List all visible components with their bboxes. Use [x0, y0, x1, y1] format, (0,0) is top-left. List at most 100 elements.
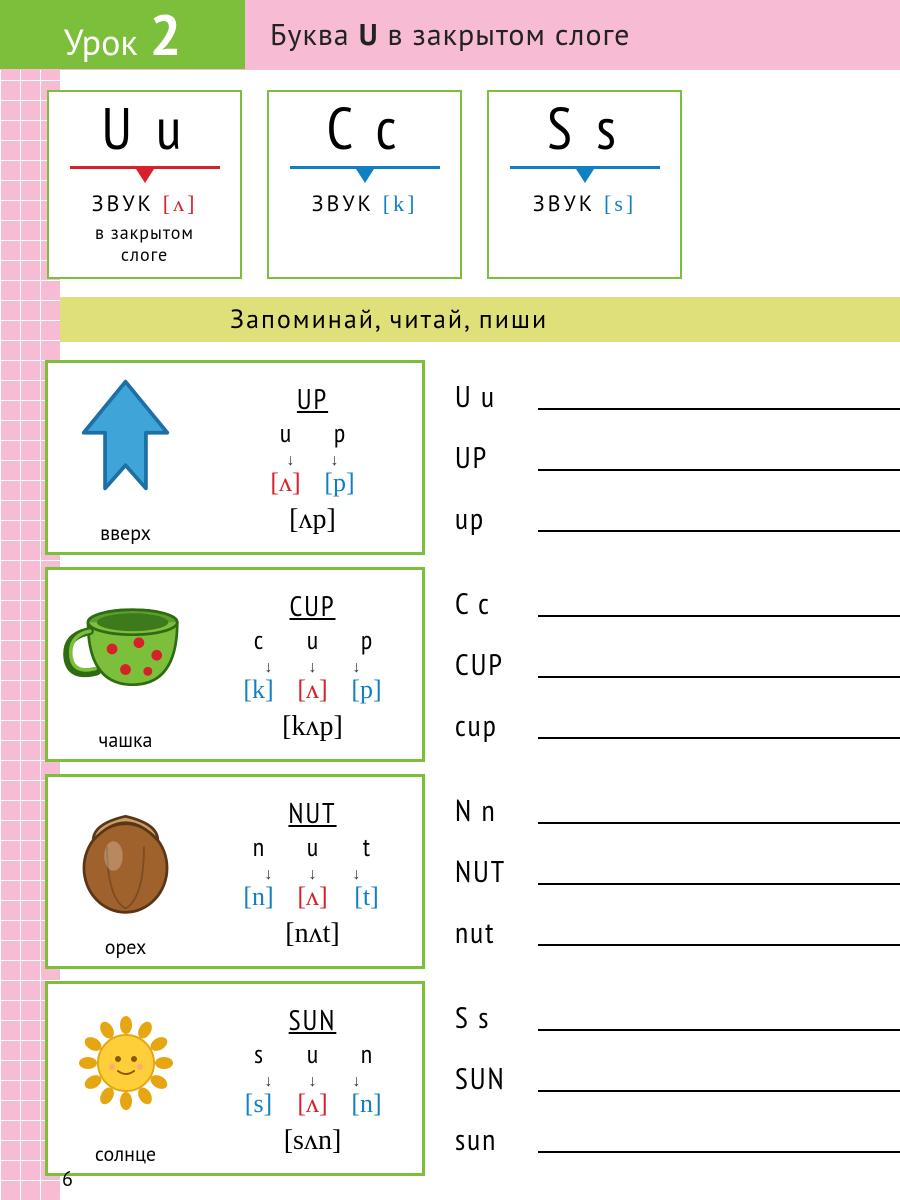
word-upper: UP: [297, 380, 328, 417]
word-breakdown: UP up ↓↓ [ʌ][p] [ʌp]: [203, 363, 422, 552]
letter-card-letters: U u: [59, 100, 230, 158]
page-number: 6: [62, 1166, 73, 1192]
word-row: солнце SUN sun ↓↓↓ [s][ʌ][n] [sʌn] S s S…: [60, 981, 900, 1176]
phonemes-row: [n][ʌ][t]: [241, 882, 385, 912]
letters-row: nut: [241, 831, 385, 864]
writing-line-rule: [538, 944, 900, 946]
writing-line: up: [455, 499, 900, 538]
letters-row: cup: [241, 624, 385, 657]
lesson-badge: Урок 2: [0, 0, 245, 69]
word-picture: вверх: [48, 363, 203, 552]
writing-line: N n: [455, 791, 900, 830]
writing-line-rule: [538, 469, 900, 471]
divider-arrow-icon: [70, 164, 220, 186]
full-transcription: [kʌp]: [282, 711, 343, 743]
letter-card: S s ЗВУК [s]: [487, 90, 682, 279]
writing-lines: U u UP up: [425, 360, 900, 555]
writing-line: nut: [455, 913, 900, 952]
writing-lines: N n NUT nut: [425, 774, 900, 969]
word-upper: NUT: [288, 794, 336, 831]
word-caption: вверх: [100, 520, 151, 546]
writing-line: sun: [455, 1120, 900, 1159]
word-breakdown: NUT nut ↓↓↓ [n][ʌ][t] [nʌt]: [203, 777, 422, 966]
lesson-number: 2: [150, 7, 182, 63]
writing-line-prefix: SUN: [455, 1059, 530, 1098]
arrows-row: ↓↓: [278, 450, 348, 468]
writing-line-prefix: S s: [455, 998, 530, 1037]
writing-line: U u: [455, 377, 900, 416]
cup-icon: [63, 599, 188, 699]
writing-line-rule: [538, 676, 900, 678]
phonemes-row: [s][ʌ][n]: [241, 1089, 385, 1119]
word-upper: SUN: [289, 1001, 337, 1038]
divider-arrow-icon: [510, 164, 660, 186]
arrow-up-icon: [78, 377, 173, 507]
writing-line: S s: [455, 998, 900, 1037]
sound-label: ЗВУК [s]: [499, 190, 670, 218]
letters-row: up: [268, 417, 358, 450]
writing-lines: C c CUP cup: [425, 567, 900, 762]
word-picture: орех: [48, 777, 203, 966]
instruction-banner: Запоминай, читай, пиши: [60, 297, 900, 342]
writing-line-rule: [538, 615, 900, 617]
divider-arrow-icon: [290, 164, 440, 186]
phonemes-row: [k][ʌ][p]: [241, 675, 385, 705]
writing-line-rule: [538, 1029, 900, 1031]
writing-line-rule: [538, 822, 900, 824]
arrows-row: ↓↓↓: [256, 864, 370, 882]
writing-line: UP: [455, 438, 900, 477]
writing-line: C c: [455, 584, 900, 623]
letter-card-note: в закрытомслоге: [59, 222, 230, 265]
nut-icon: [73, 796, 178, 916]
lesson-word: Урок: [64, 18, 138, 65]
word-picture: солнце: [48, 984, 203, 1173]
header: Урок 2 Буква U в закрытом слоге: [0, 0, 900, 70]
sun-icon: [66, 1003, 186, 1123]
letter-cards-row: U u ЗВУК [ʌ] в закрытомслоге C c ЗВУК [k…: [42, 70, 900, 289]
writing-line: cup: [455, 706, 900, 745]
word-picture: чашка: [48, 570, 203, 759]
writing-line-prefix: NUT: [455, 852, 530, 891]
writing-line-rule: [538, 530, 900, 532]
writing-line-prefix: C c: [455, 584, 530, 623]
arrows-row: ↓↓↓: [256, 1071, 370, 1089]
writing-line-prefix: sun: [455, 1120, 530, 1159]
full-transcription: [sʌn]: [284, 1125, 342, 1157]
header-title: Буква U в закрытом слоге: [245, 15, 900, 54]
main-content: U u ЗВУК [ʌ] в закрытомслоге C c ЗВУК [k…: [60, 70, 900, 1188]
writing-line-prefix: nut: [455, 913, 530, 952]
word-caption: орех: [105, 934, 147, 960]
word-caption: чашка: [99, 727, 153, 753]
sound-label: ЗВУК [ʌ]: [59, 190, 230, 218]
word-row: орех NUT nut ↓↓↓ [n][ʌ][t] [nʌt] N n NUT…: [60, 774, 900, 969]
full-transcription: [nʌt]: [285, 918, 339, 950]
word-card: вверх UP up ↓↓ [ʌ][p] [ʌp]: [45, 360, 425, 555]
writing-line-rule: [538, 408, 900, 410]
word-row: вверх UP up ↓↓ [ʌ][p] [ʌp] U u UP up: [60, 360, 900, 555]
letters-row: sun: [241, 1038, 385, 1071]
writing-line-prefix: up: [455, 499, 530, 538]
word-card: чашка CUP cup ↓↓↓ [k][ʌ][p] [kʌp]: [45, 567, 425, 762]
full-transcription: [ʌp]: [289, 504, 336, 536]
letter-card-letters: C c: [279, 100, 450, 158]
word-upper: CUP: [289, 587, 335, 624]
writing-line-prefix: cup: [455, 706, 530, 745]
word-card: орех NUT nut ↓↓↓ [n][ʌ][t] [nʌt]: [45, 774, 425, 969]
letter-card-letters: S s: [499, 100, 670, 158]
word-breakdown: CUP cup ↓↓↓ [k][ʌ][p] [kʌp]: [203, 570, 422, 759]
writing-line-rule: [538, 1151, 900, 1153]
writing-lines: S s SUN sun: [425, 981, 900, 1176]
writing-line-rule: [538, 883, 900, 885]
words-area: вверх UP up ↓↓ [ʌ][p] [ʌp] U u UP up: [60, 342, 900, 1176]
writing-line-prefix: CUP: [455, 645, 530, 684]
writing-line-prefix: UP: [455, 438, 530, 477]
letter-card: C c ЗВУК [k]: [267, 90, 462, 279]
writing-line: NUT: [455, 852, 900, 891]
word-caption: солнце: [95, 1141, 156, 1167]
writing-line-prefix: N n: [455, 791, 530, 830]
writing-line: CUP: [455, 645, 900, 684]
sound-label: ЗВУК [k]: [279, 190, 450, 218]
word-card: солнце SUN sun ↓↓↓ [s][ʌ][n] [sʌn]: [45, 981, 425, 1176]
word-breakdown: SUN sun ↓↓↓ [s][ʌ][n] [sʌn]: [203, 984, 422, 1173]
word-row: чашка CUP cup ↓↓↓ [k][ʌ][p] [kʌp] C c CU…: [60, 567, 900, 762]
